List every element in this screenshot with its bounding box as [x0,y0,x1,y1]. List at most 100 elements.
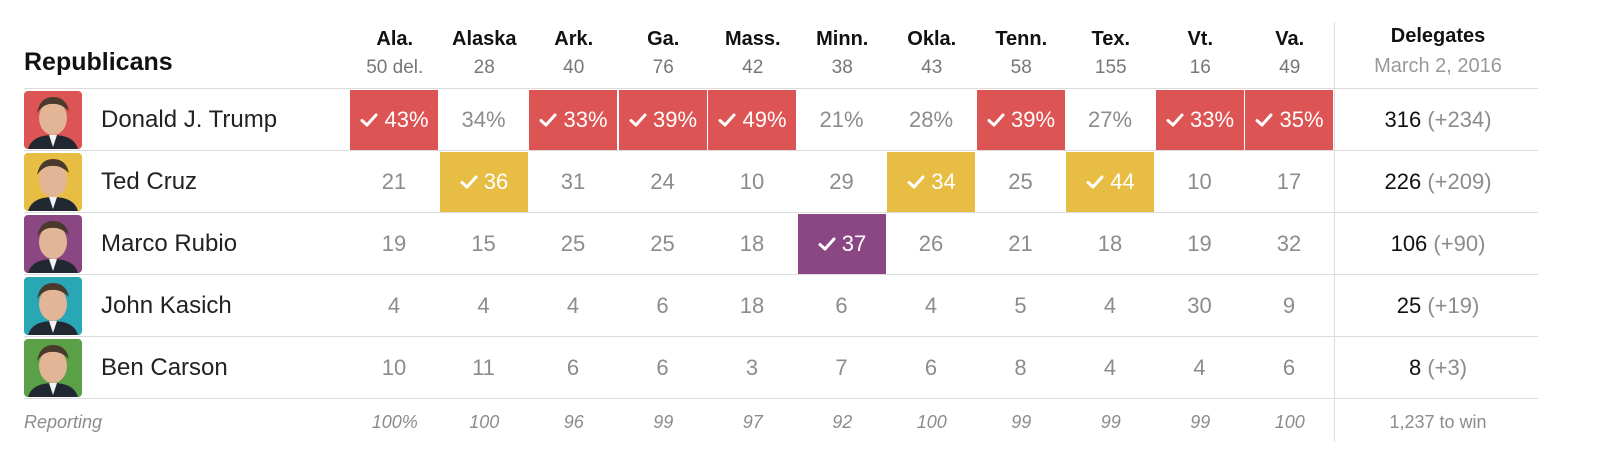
result-value: 34 [931,169,956,194]
result-value: 6 [835,293,848,318]
result-cell-alaska: 15 [440,214,528,274]
reporting-ala: 100% [371,412,418,432]
result-value: 30 [1187,293,1212,318]
result-cell-tenn: 8 [977,338,1065,398]
result-value: 4 [387,293,401,318]
state-name-minn: Minn. [816,28,869,50]
row-divider [24,150,1538,151]
result-cell-ark: 6 [529,338,617,398]
result-cell-tenn: 21 [977,214,1065,274]
candidate-name: Ben Carson [101,354,228,381]
result-value: 10 [1187,169,1212,194]
result-value: 18 [739,231,765,256]
ted-cruz-portrait-icon [24,153,82,211]
result-value: 29 [829,169,854,194]
result-cell-ark: 25 [529,214,617,274]
result-cell-va: 32 [1245,214,1333,274]
reporting-ga: 99 [653,412,674,432]
state-name-mass: Mass. [724,28,781,50]
delegate-total: 8 (+3) [1338,337,1538,399]
candidate-row-ted-cruz: Ted Cruz 21 36 31 24 10 29 34 25 44 10 17 226 (+209) [0,151,1600,213]
delegate-total: 106 (+90) [1338,213,1538,275]
result-cell-ga: 6 [619,276,707,336]
result-cell-okla: 34 [887,152,975,212]
state-name-alaska: Alaska [452,28,517,50]
result-cell-ark: 4 [529,276,617,336]
result-value: 15 [471,231,496,256]
result-value: 39% [1010,107,1056,132]
result-value: 4 [477,293,490,318]
check-icon [718,113,736,127]
candidate-name: John Kasich [101,292,232,319]
result-cell-vt: 30 [1156,276,1244,336]
check-icon [987,113,1005,127]
result-value: 4 [1103,355,1117,380]
result-cell-mass: 18 [708,276,796,336]
result-value: 19 [381,231,407,256]
check-icon [539,113,557,127]
result-value: 43% [384,107,429,132]
reporting-vt: 99 [1190,412,1211,432]
row-divider [24,398,1538,399]
result-cell-alaska: 36 [439,152,528,212]
result-cell-minn: 21% [798,90,886,150]
result-value: 6 [656,355,669,380]
candidate-name: Donald J. Trump [101,106,278,133]
result-cell-mass: 18 [708,214,796,274]
result-value: 18 [1097,231,1123,256]
state-delegates-va: 49 [1279,57,1301,78]
to-win-label: 1,237 to win [1389,412,1487,432]
result-value: 4 [1193,355,1206,380]
delegate-count: 106 [1390,231,1428,256]
delegate-total: 316 (+234) [1338,89,1538,151]
result-cell-ga: 39% [618,90,707,150]
state-name-ark: Ark. [554,28,594,50]
result-value: 21 [381,169,407,194]
state-name-ala: Ala. [376,28,414,50]
reporting-ark: 96 [563,412,584,432]
reporting-mass: 97 [742,412,763,432]
result-cell-tenn: 25 [977,152,1065,212]
result-value: 6 [566,355,580,380]
check-icon [907,175,925,189]
result-cell-okla: 28% [887,90,975,150]
result-value: 31 [560,169,586,194]
result-value: 49% [742,107,787,132]
delegates-header-date: March 2, 2016 [1374,55,1502,77]
result-value: 6 [656,293,669,318]
row-divider [24,336,1538,337]
state-delegates-ala: 50 del. [366,57,424,78]
result-value: 33% [1189,107,1235,132]
state-delegates-ga: 76 [652,57,674,78]
result-cell-va: 6 [1245,338,1333,398]
reporting-minn: 92 [832,412,853,432]
state-delegates-tex: 155 [1094,57,1127,78]
result-cell-va: 35% [1245,90,1333,150]
result-value: 6 [1282,355,1296,380]
result-value: 11 [472,355,495,380]
reporting-label: Reporting [24,412,103,432]
result-cell-ala: 43% [350,90,438,150]
result-cell-tex: 27% [1066,90,1154,150]
marco-rubio-portrait-icon [24,215,82,273]
result-value: 26 [918,231,944,256]
row-divider [24,88,1538,89]
result-value: 21 [1008,231,1033,256]
result-value: 44 [1110,169,1135,194]
result-value: 4 [1103,293,1117,318]
result-value: 9 [1282,293,1296,318]
result-value: 27% [1087,107,1133,132]
result-cell-ala: 4 [350,276,438,336]
result-value: 37 [841,231,867,256]
result-cell-ala: 19 [350,214,438,274]
state-name-vt: Vt. [1187,28,1214,50]
state-delegates-alaska: 28 [473,57,495,78]
result-value: 5 [1014,293,1027,318]
delegate-count: 8 [1408,355,1422,380]
check-icon [818,237,836,251]
delegate-change: (+3) [1427,355,1468,380]
row-divider [24,212,1538,213]
result-value: 3 [745,355,759,380]
table-title: Republicans [24,48,173,76]
